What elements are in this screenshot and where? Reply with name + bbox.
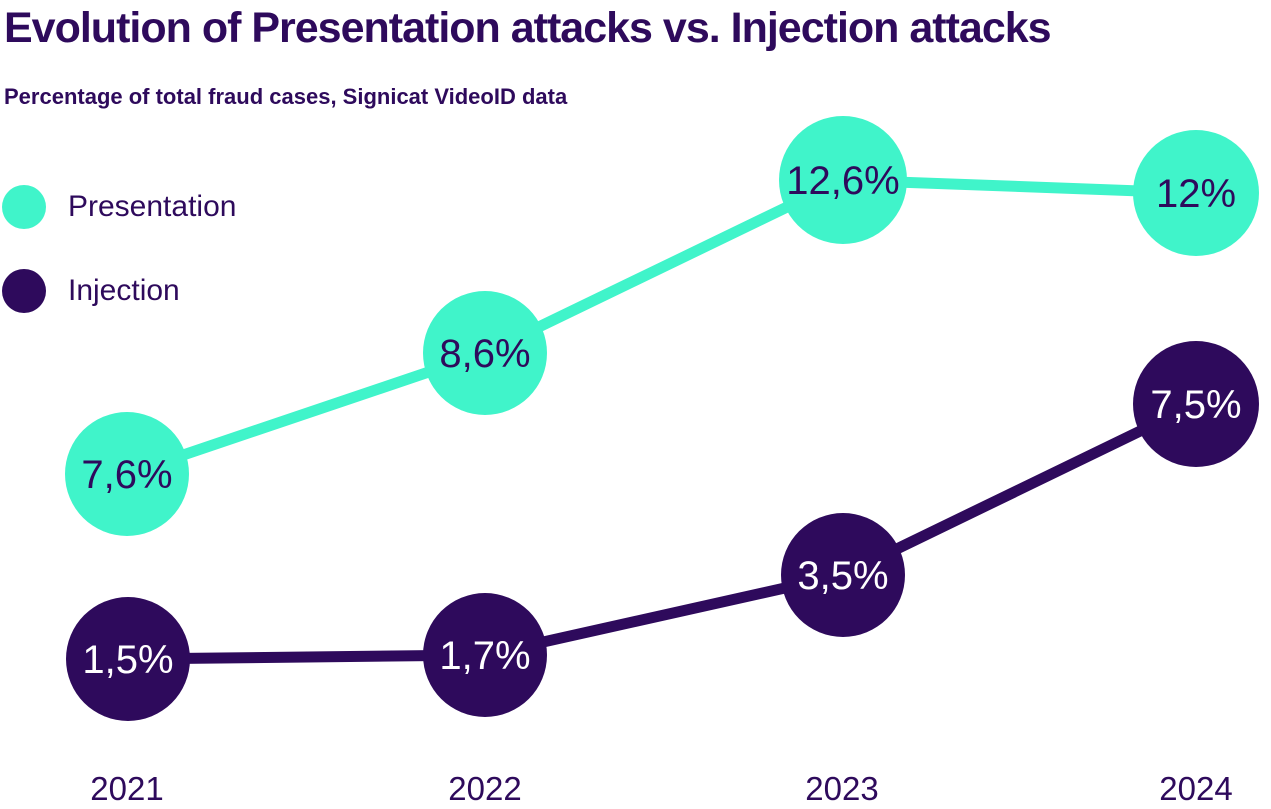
presentation-point-label-2021: 7,6% <box>81 453 172 497</box>
legend-item-presentation: Presentation <box>2 185 236 229</box>
injection-point-label-2021: 1,5% <box>82 638 173 682</box>
chart-subtitle: Percentage of total fraud cases, Signica… <box>4 84 568 109</box>
injection-point-label-2023: 3,5% <box>797 554 888 598</box>
injection-point-2022 <box>423 593 547 717</box>
presentation-point-label-2023: 12,6% <box>786 159 899 203</box>
presentation-point-2021 <box>65 412 189 536</box>
presentation-point-2022 <box>423 291 547 415</box>
legend-item-injection: Injection <box>2 269 180 313</box>
x-axis-label-2021: 2021 <box>90 770 163 807</box>
presentation-point-2023 <box>779 116 907 244</box>
presentation-point-2024 <box>1133 130 1259 256</box>
x-axis-label-2023: 2023 <box>805 770 878 807</box>
injection-swatch-icon <box>2 269 46 313</box>
injection-point-2024 <box>1133 341 1259 467</box>
legend-label-injection: Injection <box>68 274 180 307</box>
chart-title: Evolution of Presentation attacks vs. In… <box>4 4 1052 52</box>
presentation-swatch-icon <box>2 185 46 229</box>
x-axis-label-2022: 2022 <box>448 770 521 807</box>
injection-point-2021 <box>66 597 190 721</box>
x-axis-label-2024: 2024 <box>1159 770 1232 807</box>
presentation-point-label-2024: 12% <box>1156 172 1236 216</box>
presentation-point-label-2022: 8,6% <box>439 332 530 376</box>
presentation-line <box>125 174 1197 480</box>
legend-label-presentation: Presentation <box>68 190 237 223</box>
injection-line <box>127 399 1199 665</box>
injection-point-label-2024: 7,5% <box>1150 383 1241 427</box>
injection-point-label-2022: 1,7% <box>439 634 530 678</box>
injection-point-2023 <box>781 513 905 637</box>
